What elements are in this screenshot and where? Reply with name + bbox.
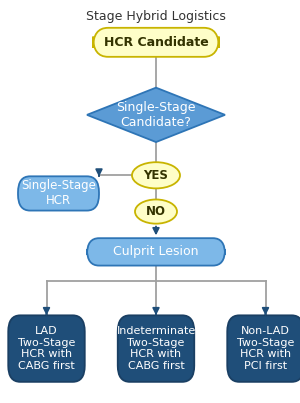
FancyBboxPatch shape — [227, 315, 300, 382]
FancyBboxPatch shape — [87, 238, 225, 266]
Ellipse shape — [135, 199, 177, 224]
Ellipse shape — [132, 162, 180, 189]
FancyBboxPatch shape — [93, 28, 219, 57]
Text: Single-Stage
Candidate?: Single-Stage Candidate? — [116, 101, 196, 129]
Text: Stage Hybrid Logistics: Stage Hybrid Logistics — [86, 10, 226, 23]
Text: Indeterminate
Two-Stage
HCR with
CABG first: Indeterminate Two-Stage HCR with CABG fi… — [116, 326, 196, 371]
Text: YES: YES — [144, 169, 168, 182]
Text: LAD
Two-Stage
HCR with
CABG first: LAD Two-Stage HCR with CABG first — [18, 326, 75, 371]
FancyBboxPatch shape — [8, 315, 85, 382]
FancyBboxPatch shape — [118, 315, 194, 382]
Text: Culprit Lesion: Culprit Lesion — [113, 245, 199, 258]
Text: NO: NO — [146, 205, 166, 218]
Text: HCR Candidate: HCR Candidate — [103, 36, 208, 49]
Text: Single-Stage
HCR: Single-Stage HCR — [21, 179, 96, 208]
FancyBboxPatch shape — [18, 177, 99, 210]
Text: Non-LAD
Two-Stage
HCR with
PCI first: Non-LAD Two-Stage HCR with PCI first — [237, 326, 294, 371]
Polygon shape — [87, 88, 225, 142]
